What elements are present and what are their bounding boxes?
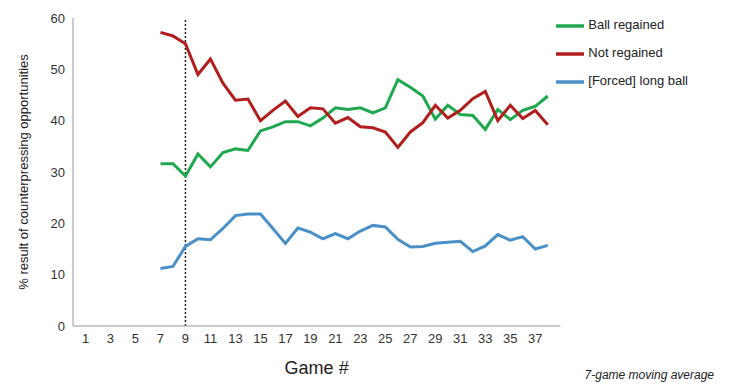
svg-text:23: 23 [353,331,367,346]
svg-text:7: 7 [157,331,164,346]
svg-text:25: 25 [378,331,392,346]
svg-text:31: 31 [453,331,467,346]
svg-text:9: 9 [182,331,189,346]
svg-text:50: 50 [51,62,65,77]
svg-text:21: 21 [328,331,342,346]
svg-text:13: 13 [228,331,242,346]
html-text:[Forced] long ball: [Forced] long ball [588,73,688,89]
svg-text:3: 3 [107,331,114,346]
svg-text:33: 33 [478,331,492,346]
svg-text:27: 27 [403,331,417,346]
svg-text:29: 29 [428,331,442,346]
svg-text:40: 40 [51,113,65,128]
svg-text:5: 5 [132,331,139,346]
svg-text:30: 30 [51,165,65,180]
svg-text:11: 11 [204,331,218,346]
html-text:Ball regained: Ball regained [588,17,665,33]
html-text:7-game moving average: 7-game moving average [584,368,714,382]
svg-text:20: 20 [51,216,65,231]
svg-text:1: 1 [82,331,89,346]
svg-text:19: 19 [303,331,317,346]
svg-text:35: 35 [503,331,517,346]
svg-text:0: 0 [58,319,65,334]
html-text:Not regained: Not regained [588,45,663,61]
svg-text:60: 60 [51,11,65,26]
svg-text:% result of counterpressing op: % result of counterpressing opportunitie… [16,54,31,290]
svg-text:Game #: Game # [285,358,349,378]
svg-text:17: 17 [278,331,292,346]
svg-text:37: 37 [528,331,542,346]
svg-text:10: 10 [51,267,65,282]
svg-text:15: 15 [253,331,267,346]
